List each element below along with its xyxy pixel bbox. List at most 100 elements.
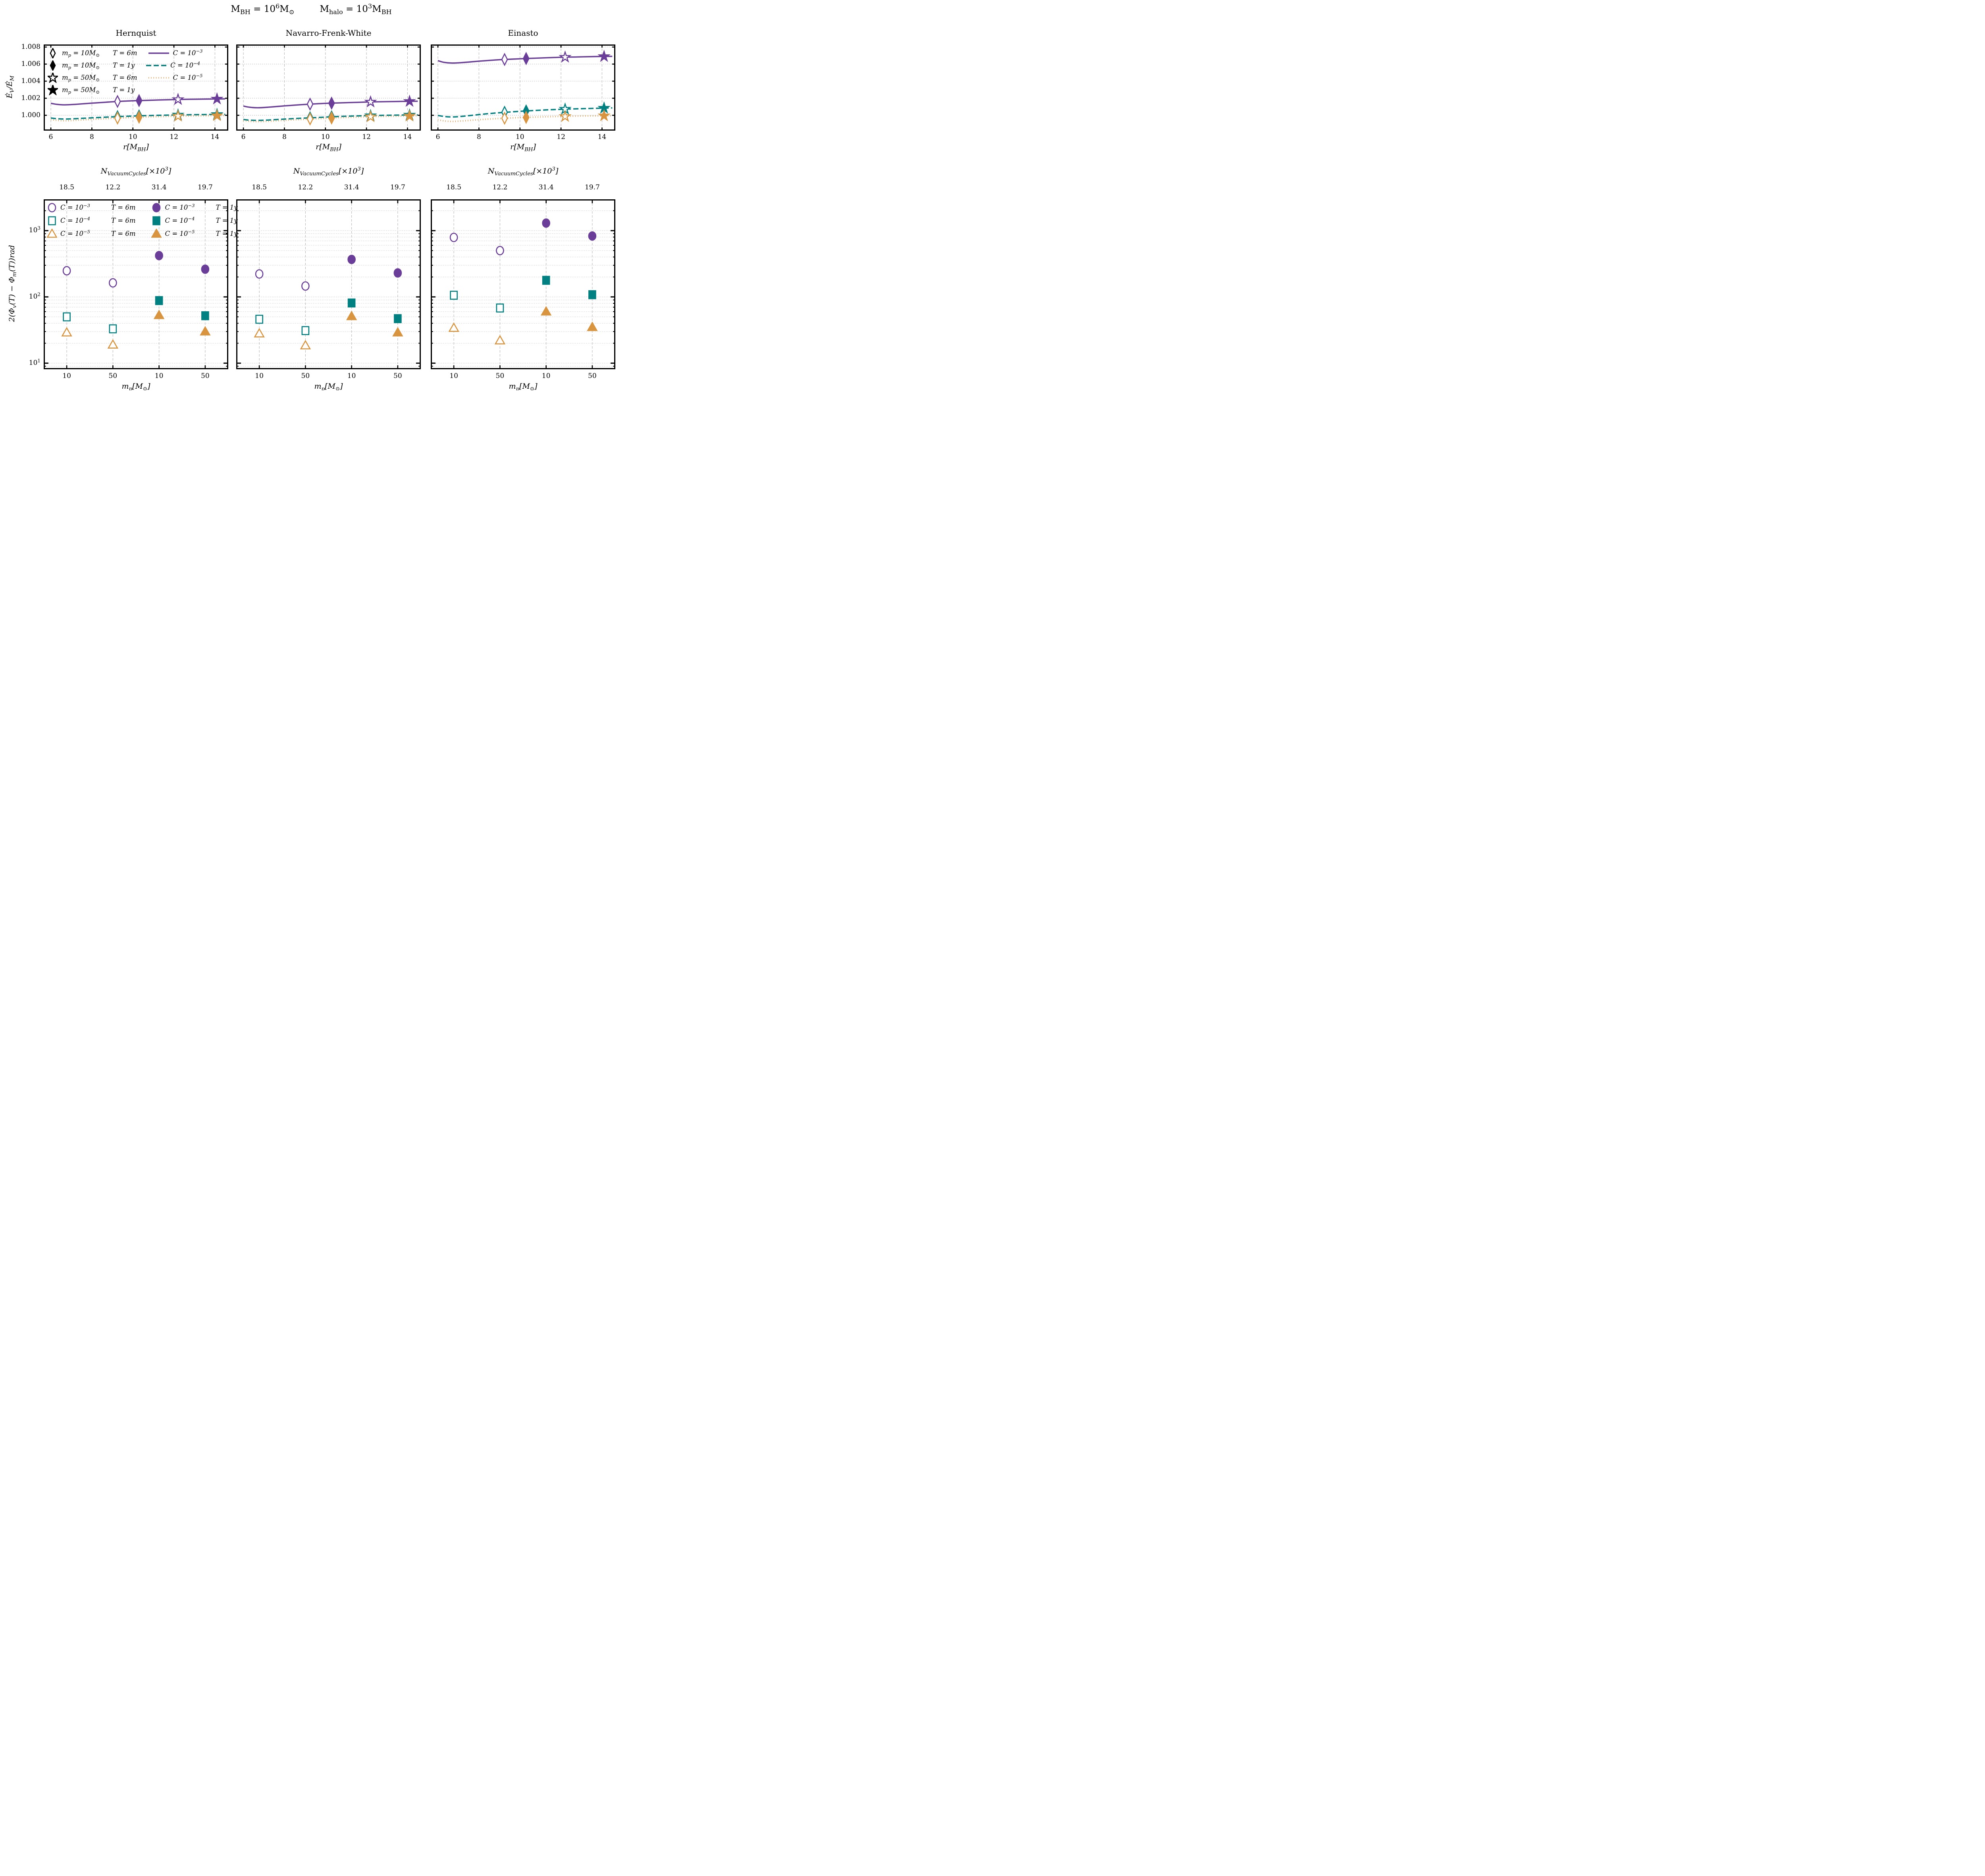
- hernquist-bottom-chart: NVacuumCycles[×103] 18.5 12.2 31.4 19.7 10 50 1…: [29, 167, 228, 390]
- circle-filled-marker: [542, 218, 550, 228]
- axes-spines: [431, 44, 615, 131]
- legend-row: mp = 50M⊙ T = 6m C = 10−5: [47, 71, 225, 84]
- triangle-open-icon: [47, 228, 57, 239]
- x-axis-label: r[MBH]: [123, 143, 149, 153]
- x-tick-label: 10: [62, 372, 71, 380]
- diamond-open-icon: [47, 48, 59, 58]
- scatter-chart-svg: [236, 199, 421, 369]
- legend-c-label: C = 10−4: [60, 216, 90, 224]
- square-open-marker: [63, 312, 71, 322]
- x-tick-label: 10: [347, 372, 356, 380]
- top-axis-label: NVacuumCycles[×103]: [293, 166, 364, 177]
- legend-row: C = 10−4 T = 6m C = 10−4 T = 1y: [47, 214, 238, 227]
- diamond-open-marker: [114, 111, 121, 125]
- square-filled-marker: [588, 290, 596, 299]
- figure-title-mhalo: Mhalo = 103MBH: [320, 2, 392, 16]
- einasto-top-chart: 6 8 10 12 14 r[MBH]: [431, 44, 615, 152]
- top-tick-label: 12.2: [298, 183, 313, 191]
- top-chart-title-hernquist: Hernquist: [116, 28, 156, 38]
- legend-c-label: C = 10−3: [60, 202, 90, 211]
- figure-title-mbh: MBH = 106M⊙: [231, 2, 295, 16]
- circle-open-marker: [301, 281, 310, 291]
- top-tick-label: 18.5: [59, 183, 75, 191]
- top-axis-label: NVacuumCycles[×103]: [100, 166, 172, 177]
- legend-row: C = 10−3 T = 6m C = 10−3 T = 1y: [47, 201, 238, 214]
- legend-mp-label: mp = 50M⊙: [62, 86, 100, 95]
- x-tick-label: 12: [362, 133, 371, 141]
- square-filled-legend-icon: [152, 216, 161, 225]
- x-tick-label: 12: [170, 133, 178, 141]
- diamond-open-legend-icon: [50, 48, 56, 58]
- x-tick-label: 10: [154, 372, 164, 380]
- star-filled-icon: [47, 85, 59, 95]
- top-chart-title-nfw: Navarro-Frenk-White: [285, 28, 372, 38]
- line-chart-svg: [44, 44, 228, 131]
- legend-c-label: C = 10−3: [165, 202, 195, 211]
- x-tick-label: 14: [403, 133, 412, 141]
- x-tick-label: 10: [128, 133, 137, 141]
- triangle-filled-marker: [392, 327, 403, 337]
- legend-c-label: C = 10−4: [165, 216, 195, 224]
- star-open-marker: [364, 110, 377, 122]
- square-filled-icon: [151, 216, 162, 226]
- scatter-chart-svg: [431, 199, 615, 369]
- einasto-bottom-chart: NVacuumCycles[×103] 18.5 12.2 31.4 19.7 10 50 1…: [431, 167, 615, 390]
- diamond-open-marker: [501, 52, 508, 66]
- solid-line-icon: [147, 49, 170, 57]
- top-tick-label: 19.7: [584, 183, 600, 191]
- triangle-open-legend-icon: [47, 228, 57, 238]
- star-open-icon: [47, 72, 59, 83]
- circle-open-marker: [62, 266, 71, 276]
- nfw-bottom-chart: NVacuumCycles[×103] 18.5 12.2 31.4 19.7 10 50 1…: [236, 167, 421, 390]
- x-axis-label: mp[M⊙]: [509, 382, 538, 390]
- diamond-filled-legend-icon: [50, 60, 56, 71]
- circle-filled-legend-icon: [152, 202, 161, 212]
- top-tick-label: 18.5: [252, 183, 267, 191]
- triangle-open-marker: [254, 328, 265, 337]
- x-tick-label: 50: [495, 372, 505, 380]
- legend-c-label: C = 10−5: [165, 229, 195, 237]
- legend-mp-label: mp = 50M⊙: [62, 74, 100, 83]
- triangle-filled-marker: [200, 326, 211, 335]
- x-axis-label: r[MBH]: [510, 143, 536, 153]
- x-tick-label: 14: [210, 133, 220, 141]
- triangle-filled-marker: [587, 321, 598, 331]
- legend-c-label: C = 10−4: [170, 60, 200, 69]
- circle-open-marker: [449, 233, 458, 242]
- series-line-solid: [50, 98, 225, 106]
- series-line-solid: [243, 100, 418, 109]
- diamond-filled-icon: [47, 60, 59, 71]
- triangle-filled-marker: [151, 228, 162, 238]
- square-filled-marker: [201, 311, 209, 320]
- diamond-open-marker: [306, 112, 314, 126]
- x-tick-label: 10: [321, 133, 330, 141]
- top-chart-title-einasto: Einasto: [508, 28, 538, 38]
- axes-spines: [236, 199, 421, 369]
- series-line-dashed: [437, 107, 613, 118]
- legend-mp-label: mp = 10M⊙: [62, 49, 100, 58]
- legend-period-label: T = 1y: [216, 217, 238, 224]
- square-filled-marker: [394, 314, 402, 323]
- x-tick-label: 50: [301, 372, 310, 380]
- triangle-open-marker: [448, 322, 459, 332]
- legend-period-label: T = 6m: [113, 74, 137, 81]
- y-tick-label: 103: [29, 225, 40, 234]
- y-tick-label: 102: [29, 291, 40, 301]
- x-tick-label: 8: [282, 133, 287, 141]
- y-tick-label: 1.002: [21, 94, 40, 102]
- square-filled-marker: [152, 216, 161, 225]
- diamond-open-marker: [306, 97, 314, 111]
- diamond-filled-marker: [328, 96, 335, 110]
- series-line-solid: [437, 56, 613, 64]
- x-tick-label: 10: [449, 372, 458, 380]
- top-legend: mp = 10M⊙ T = 6m C = 10−3 mp = 10M⊙ T = 1y C …: [47, 47, 225, 96]
- dashed-line-icon: [145, 62, 168, 69]
- diamond-filled-marker: [135, 94, 143, 108]
- star-filled-marker: [48, 85, 58, 95]
- axes-spines: [431, 199, 615, 369]
- star-filled-marker: [210, 92, 224, 105]
- scatter-chart-svg: [44, 199, 228, 369]
- x-tick-label: 50: [108, 372, 118, 380]
- triangle-open-marker: [47, 228, 57, 238]
- circle-filled-marker: [393, 268, 402, 278]
